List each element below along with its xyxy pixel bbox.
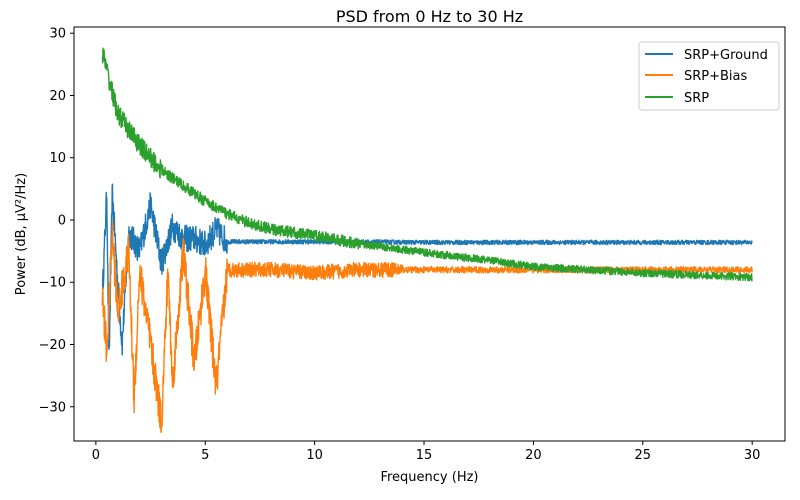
y-tick-label: 0 xyxy=(58,213,66,228)
y-tick-label: 10 xyxy=(49,151,66,166)
y-tick-label: −30 xyxy=(39,400,66,415)
legend-label-srp-bias: SRP+Bias xyxy=(684,69,748,84)
legend-label-srp: SRP xyxy=(684,91,709,106)
plot-frame xyxy=(73,26,786,442)
y-tick-label: −20 xyxy=(39,338,66,353)
y-tick-label: 20 xyxy=(49,89,66,104)
x-axis-label: Frequency (Hz) xyxy=(380,470,478,485)
y-axis-label: Power (dB, µV²/Hz) xyxy=(14,173,29,295)
x-tick-label: 5 xyxy=(201,448,209,463)
series-layer xyxy=(101,47,753,434)
x-axis: 0 5 10 15 20 25 30 xyxy=(92,441,761,463)
x-tick-label: 10 xyxy=(306,448,323,463)
y-tick-label: −10 xyxy=(39,276,66,291)
x-tick-label: 15 xyxy=(416,448,433,463)
y-axis: −30 −20 −10 0 10 20 30 xyxy=(39,27,74,415)
x-tick-label: 20 xyxy=(525,448,542,463)
legend-box xyxy=(638,41,780,111)
legend-label-srp-ground: SRP+Ground xyxy=(684,48,768,63)
chart-title: PSD from 0 Hz to 30 Hz xyxy=(336,7,523,26)
x-tick-label: 30 xyxy=(744,448,761,463)
x-tick-label: 0 xyxy=(92,448,100,463)
y-tick-label: 30 xyxy=(49,27,66,42)
x-tick-label: 25 xyxy=(635,448,652,463)
axes-frame xyxy=(73,26,786,442)
legend: SRP+Ground SRP+Bias SRP xyxy=(638,41,780,111)
